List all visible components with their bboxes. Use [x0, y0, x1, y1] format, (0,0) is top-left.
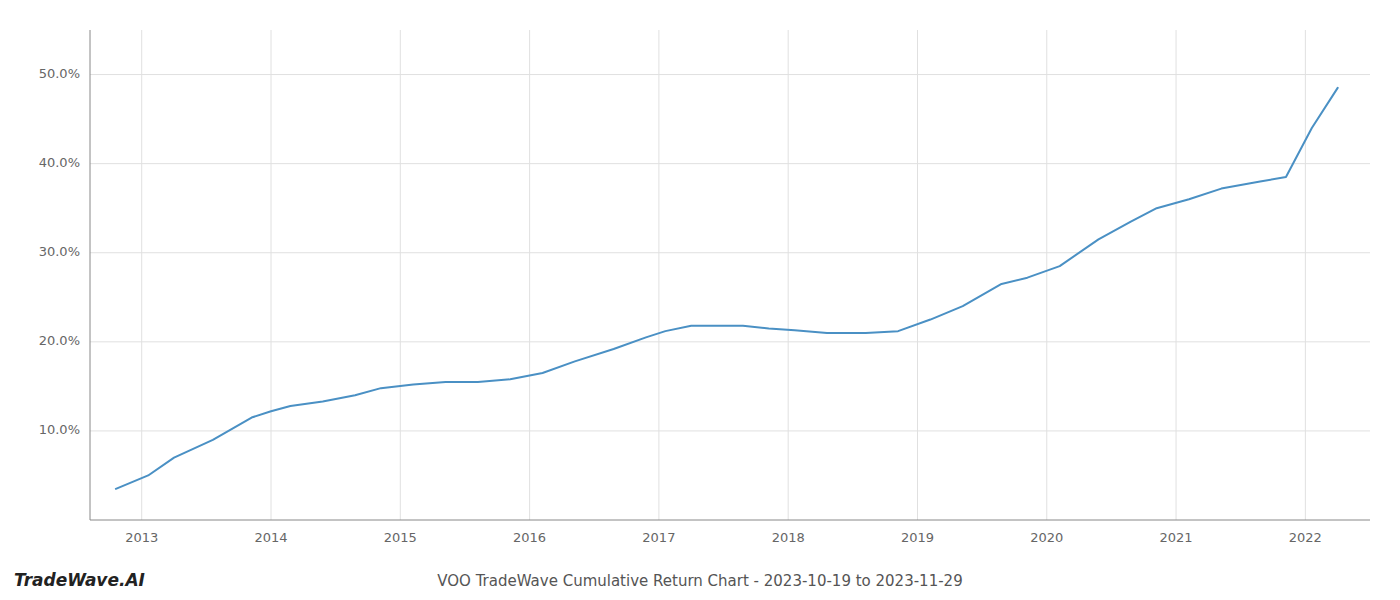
- x-grid-line: [1046, 30, 1047, 520]
- y-grid-line: [90, 252, 1370, 253]
- y-tick-label: 30.0%: [39, 244, 80, 259]
- x-grid-line: [1176, 30, 1177, 520]
- y-tick-label: 50.0%: [39, 66, 80, 81]
- plot-area: [116, 88, 1338, 489]
- x-tick-label: 2016: [513, 530, 546, 545]
- x-grid-line: [658, 30, 659, 520]
- x-tick-label: 2021: [1160, 530, 1193, 545]
- x-grid-line: [141, 30, 142, 520]
- y-grid-line: [90, 74, 1370, 75]
- y-grid-line: [90, 341, 1370, 342]
- x-tick-label: 2017: [642, 530, 675, 545]
- x-tick-label: 2014: [254, 530, 287, 545]
- title: VOO TradeWave Cumulative Return Chart - …: [437, 572, 962, 590]
- y-tick-label: 40.0%: [39, 155, 80, 170]
- x-axis-line: [90, 520, 1370, 521]
- x-tick-label: 2019: [901, 530, 934, 545]
- y-tick-label: 20.0%: [39, 333, 80, 348]
- x-tick-label: 2020: [1030, 530, 1063, 545]
- x-tick-label: 2015: [384, 530, 417, 545]
- x-tick-label: 2018: [772, 530, 805, 545]
- x-grid-line: [271, 30, 272, 520]
- x-grid-line: [917, 30, 918, 520]
- x-tick-label: 2013: [125, 530, 158, 545]
- x-grid-line: [529, 30, 530, 520]
- x-grid-line: [1305, 30, 1306, 520]
- chart: 10.0% 20.0% 30.0% 40.0% 50.0% 2013 2014 2015 201…: [0, 0, 1400, 600]
- x-grid-line: [400, 30, 401, 520]
- grid: [90, 30, 1370, 520]
- y-grid-line: [90, 430, 1370, 431]
- line: [116, 88, 1338, 489]
- y-grid-line: [90, 163, 1370, 164]
- x-grid-line: [788, 30, 789, 520]
- x-tick-label: 2022: [1289, 530, 1322, 545]
- y-axis-line: [90, 30, 91, 520]
- axes: 10.0% 20.0% 30.0% 40.0% 50.0% 2013 2014 2015 201…: [39, 30, 1370, 545]
- watermark: TradeWave.AI: [14, 570, 145, 590]
- y-tick-label: 10.0%: [39, 422, 80, 437]
